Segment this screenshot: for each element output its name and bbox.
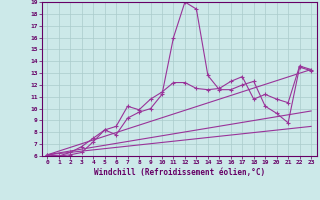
X-axis label: Windchill (Refroidissement éolien,°C): Windchill (Refroidissement éolien,°C)	[94, 168, 265, 177]
